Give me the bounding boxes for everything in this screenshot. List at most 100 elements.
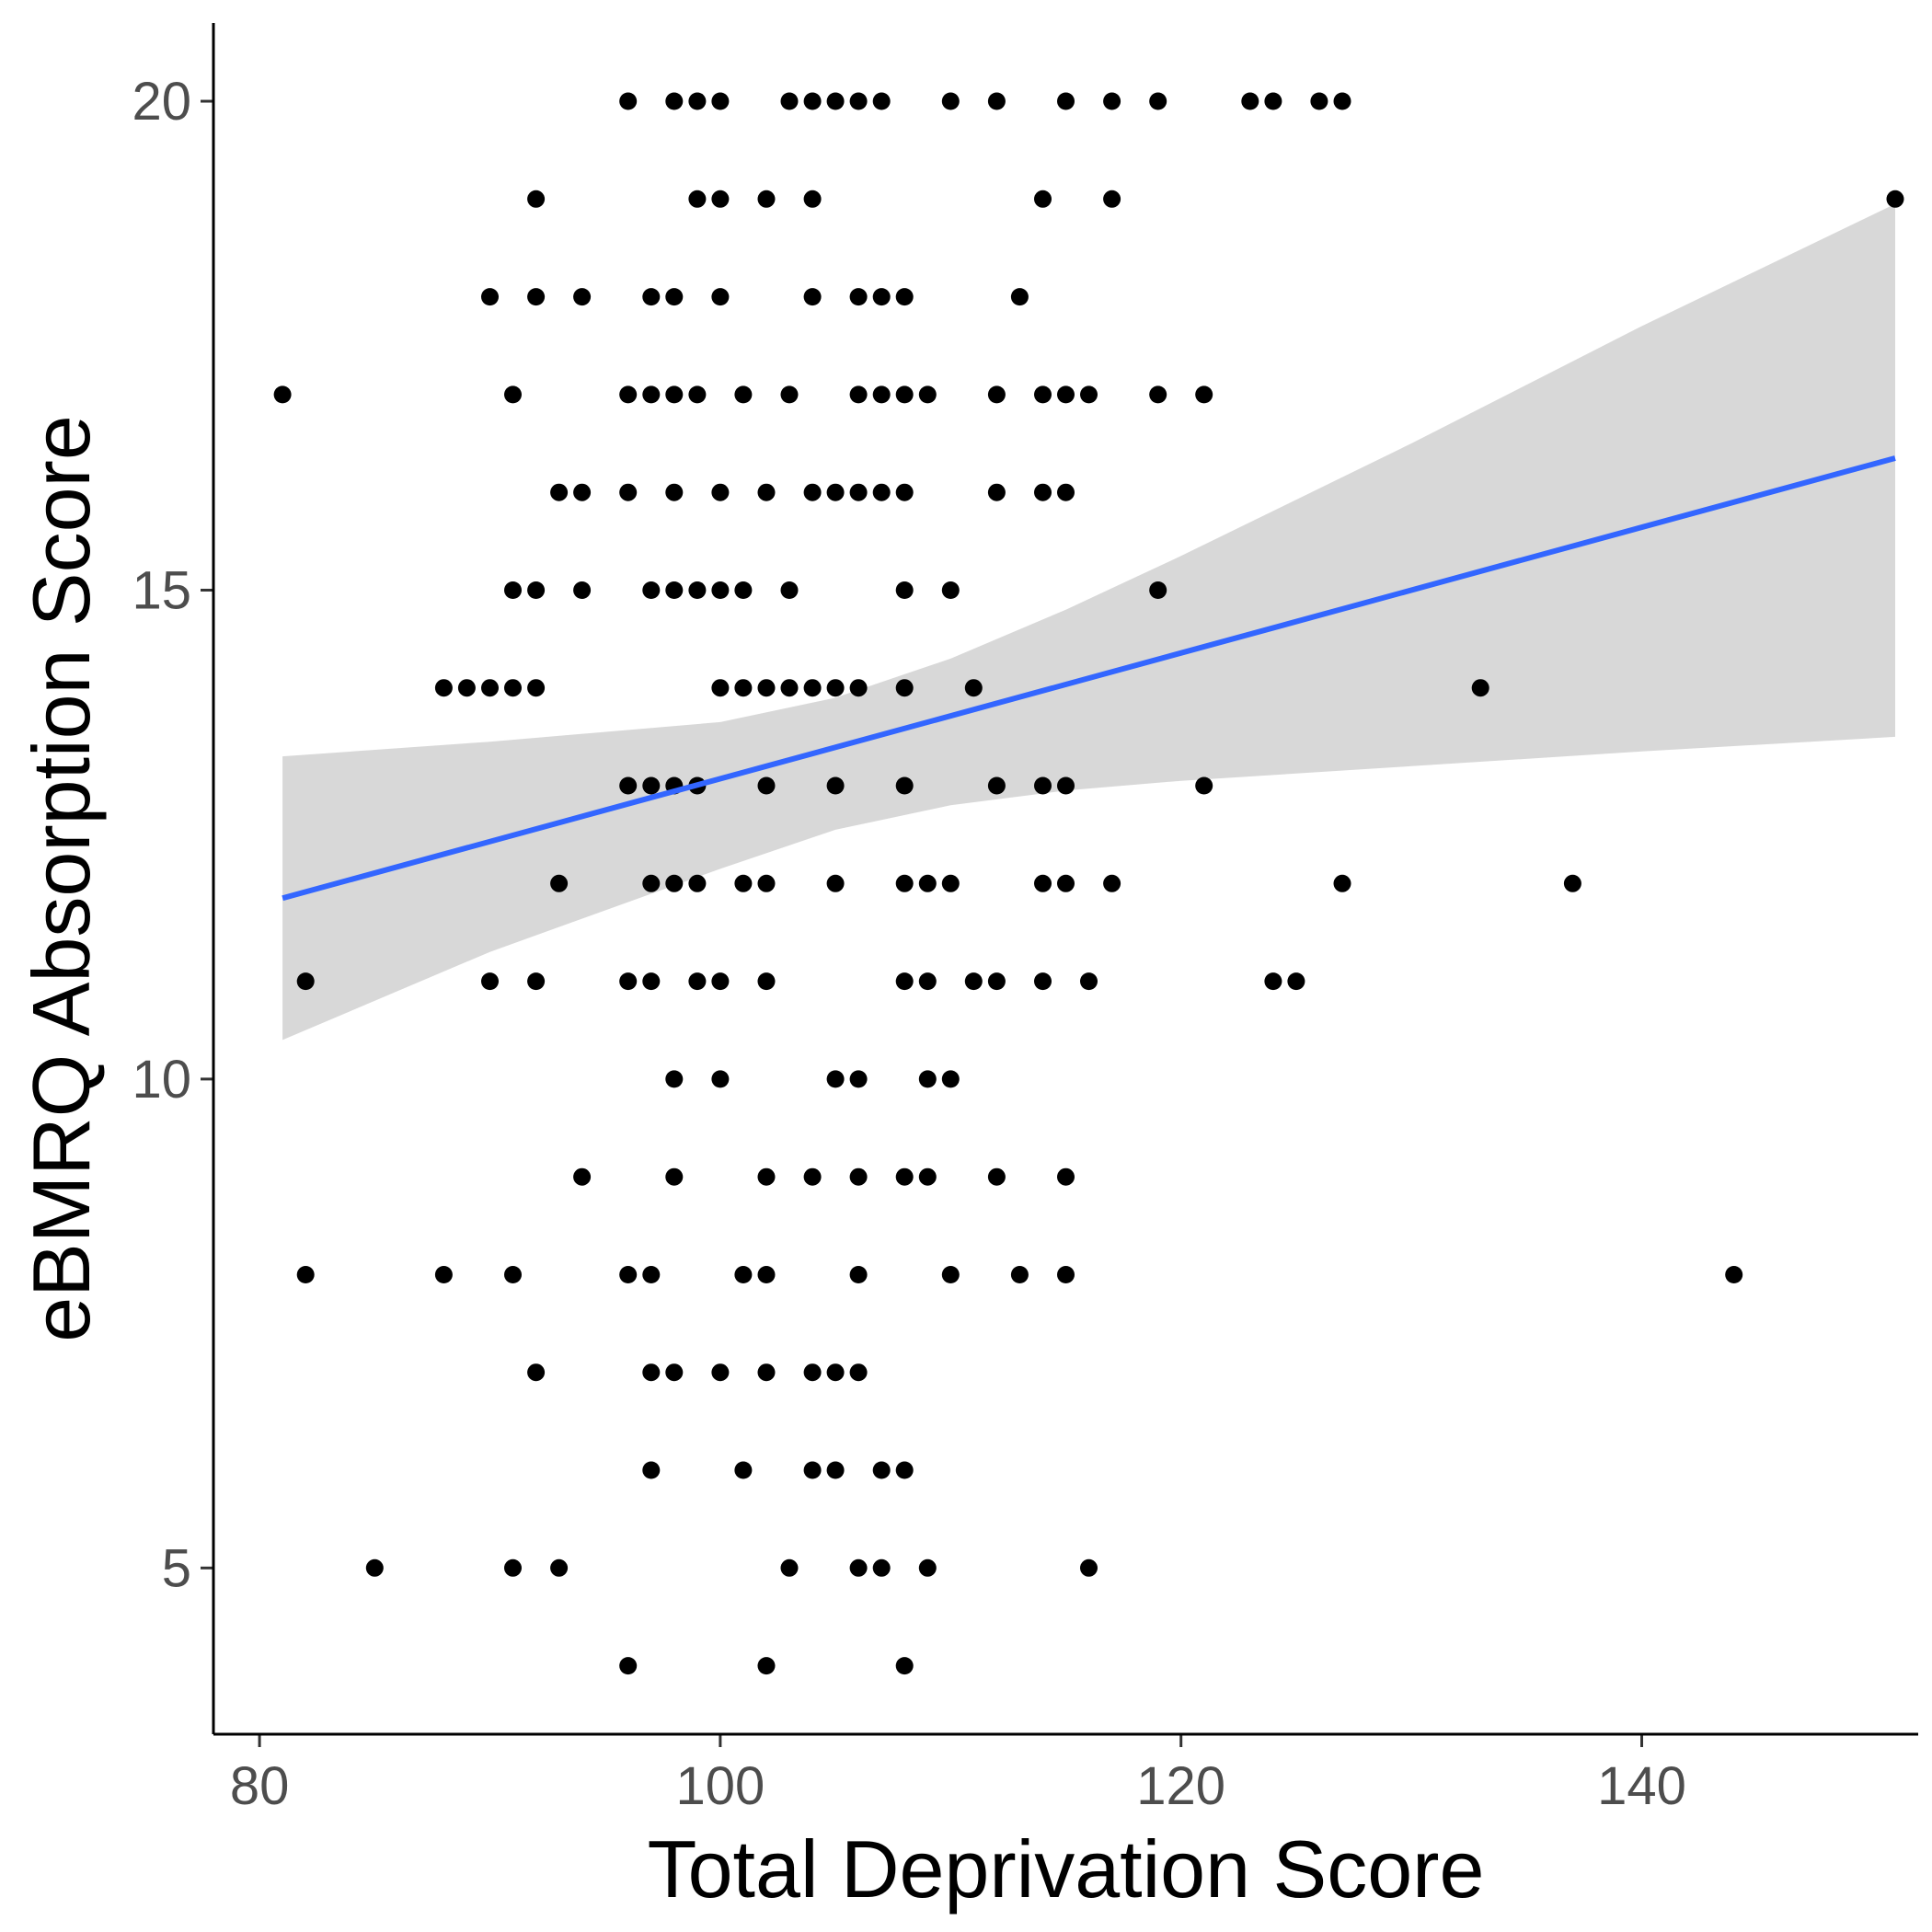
data-point <box>619 385 638 404</box>
data-point <box>642 1461 661 1479</box>
y-tick-label: 5 <box>162 1538 191 1598</box>
data-point <box>1080 1558 1098 1577</box>
data-point <box>481 679 499 697</box>
data-point <box>1310 92 1328 110</box>
data-point <box>1563 874 1581 892</box>
data-point <box>665 385 684 404</box>
data-point <box>872 385 891 404</box>
data-point <box>849 92 868 110</box>
data-point <box>1471 679 1489 697</box>
data-points-layer <box>273 92 1904 1675</box>
data-point <box>1195 776 1213 795</box>
data-point <box>688 92 707 110</box>
data-point <box>665 288 684 306</box>
data-point <box>1057 1266 1075 1283</box>
x-tick-label: 120 <box>1136 1756 1225 1816</box>
data-point <box>1057 483 1075 501</box>
data-point <box>757 1363 776 1382</box>
confidence-band-layer <box>282 203 1896 1041</box>
data-point <box>711 1363 730 1382</box>
data-point <box>918 385 937 404</box>
data-point <box>941 1266 960 1283</box>
y-tick-label: 20 <box>132 72 191 132</box>
data-point <box>803 483 822 501</box>
data-point <box>296 1266 315 1283</box>
data-point <box>619 483 638 501</box>
data-point <box>1010 1266 1029 1283</box>
data-point <box>642 972 661 991</box>
data-point <box>826 483 845 501</box>
data-point <box>987 776 1006 795</box>
data-point <box>434 1266 453 1283</box>
data-point <box>872 483 891 501</box>
data-point <box>803 679 822 697</box>
data-point <box>757 874 776 892</box>
data-point <box>734 679 753 697</box>
confidence-band <box>282 203 1896 1041</box>
data-point <box>573 288 592 306</box>
data-point <box>665 483 684 501</box>
data-point <box>826 1070 845 1088</box>
data-point <box>504 1266 522 1283</box>
data-point <box>1034 190 1052 208</box>
data-point <box>872 92 891 110</box>
x-axis-title: Total Deprivation Score <box>648 1823 1485 1915</box>
data-point <box>504 581 522 599</box>
data-point <box>734 1461 753 1479</box>
data-point <box>918 972 937 991</box>
data-point <box>895 1461 914 1479</box>
data-point <box>895 679 914 697</box>
data-point <box>849 483 868 501</box>
data-point <box>1034 972 1052 991</box>
data-point <box>757 1657 776 1675</box>
data-point <box>527 190 546 208</box>
data-point <box>757 190 776 208</box>
data-point <box>987 1167 1006 1186</box>
data-point <box>365 1558 384 1577</box>
data-point <box>734 874 753 892</box>
data-point <box>1725 1266 1743 1283</box>
data-point <box>941 92 960 110</box>
data-point <box>918 1167 937 1186</box>
data-point <box>642 1363 661 1382</box>
data-point <box>1149 385 1167 404</box>
data-point <box>1886 190 1904 208</box>
data-point <box>1103 190 1121 208</box>
data-point <box>780 581 799 599</box>
data-point <box>757 483 776 501</box>
data-point <box>711 1070 730 1088</box>
data-point <box>642 581 661 599</box>
data-point <box>711 190 730 208</box>
data-point <box>1057 92 1075 110</box>
data-point <box>711 581 730 599</box>
data-point <box>987 483 1006 501</box>
data-point <box>849 1167 868 1186</box>
data-point <box>803 1461 822 1479</box>
data-point <box>504 679 522 697</box>
data-point <box>849 1363 868 1382</box>
y-axis-title: eBMRQ Absorption Score <box>16 415 107 1342</box>
data-point <box>849 1558 868 1577</box>
data-point <box>527 1363 546 1382</box>
data-point <box>573 483 592 501</box>
axis-ticks: 80 100 120 140 5 10 15 20 <box>132 72 1685 1816</box>
data-point <box>688 874 707 892</box>
data-point <box>895 1657 914 1675</box>
data-point <box>550 483 569 501</box>
regression-line <box>282 455 1896 902</box>
data-point <box>573 1167 592 1186</box>
data-point <box>803 288 822 306</box>
data-point <box>527 679 546 697</box>
data-point <box>573 581 592 599</box>
data-point <box>895 874 914 892</box>
data-point <box>481 972 499 991</box>
data-point <box>826 1363 845 1382</box>
data-point <box>757 1266 776 1283</box>
data-point <box>504 1558 522 1577</box>
data-point <box>941 581 960 599</box>
data-point <box>826 874 845 892</box>
data-point <box>665 874 684 892</box>
data-point <box>849 1266 868 1283</box>
data-point <box>550 1558 569 1577</box>
